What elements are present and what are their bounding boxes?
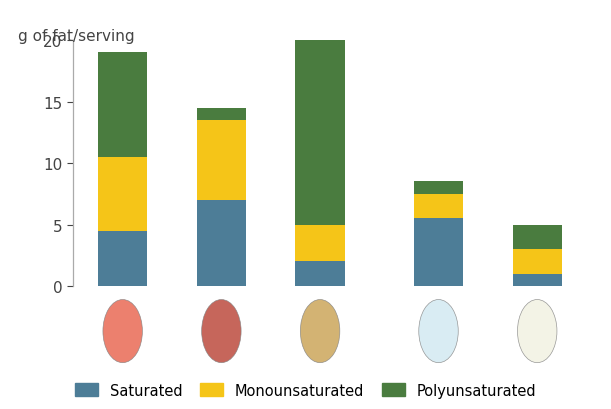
Ellipse shape (103, 300, 142, 363)
Bar (513, 225, 562, 249)
Bar (197, 108, 246, 121)
Bar (295, 262, 345, 286)
Ellipse shape (419, 300, 458, 363)
Bar (98, 53, 147, 157)
Bar (295, 41, 345, 225)
Ellipse shape (202, 300, 241, 363)
Bar (197, 200, 246, 286)
Text: g of fat/serving: g of fat/serving (18, 29, 135, 44)
Bar (98, 231, 147, 286)
Ellipse shape (518, 300, 557, 363)
Bar (414, 182, 463, 194)
Bar (98, 157, 147, 231)
Bar (513, 249, 562, 274)
Ellipse shape (301, 300, 340, 363)
Bar (513, 274, 562, 286)
Bar (414, 194, 463, 219)
Legend: Saturated, Monounsaturated, Polyunsaturated: Saturated, Monounsaturated, Polyunsatura… (75, 383, 536, 398)
Bar (295, 225, 345, 262)
Bar (197, 121, 246, 200)
Bar (414, 219, 463, 286)
